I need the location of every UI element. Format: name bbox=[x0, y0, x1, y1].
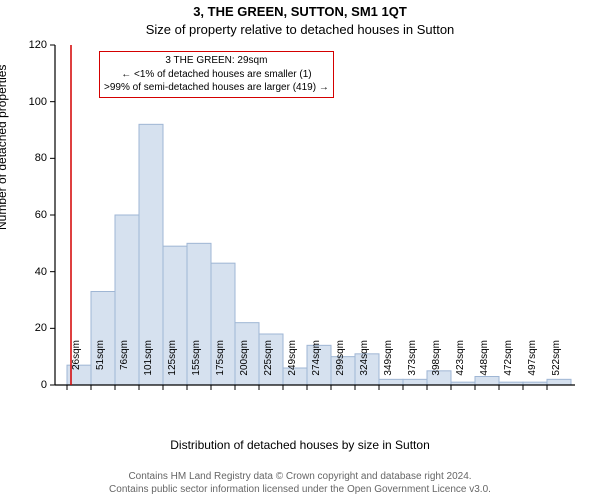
xtick-label: 155sqm bbox=[191, 340, 202, 390]
footer-line-2: Contains public sector information licen… bbox=[0, 484, 600, 495]
subtitle: Size of property relative to detached ho… bbox=[0, 22, 600, 37]
callout-box: 3 THE GREEN: 29sqm← <1% of detached hous… bbox=[99, 51, 334, 98]
callout-line: >99% of semi-detached houses are larger … bbox=[104, 81, 329, 95]
xtick-label: 373sqm bbox=[407, 340, 418, 390]
xtick-label: 497sqm bbox=[527, 340, 538, 390]
callout-line: 3 THE GREEN: 29sqm bbox=[104, 54, 329, 68]
ytick-label: 0 bbox=[41, 379, 47, 391]
xtick-label: 448sqm bbox=[479, 340, 490, 390]
xtick-label: 349sqm bbox=[383, 340, 394, 390]
xtick-label: 398sqm bbox=[431, 340, 442, 390]
xtick-label: 200sqm bbox=[239, 340, 250, 390]
ytick-label: 40 bbox=[35, 266, 47, 278]
ytick-label: 20 bbox=[35, 322, 47, 334]
chart-area: 020406080100120 26sqm51sqm76sqm101sqm125… bbox=[55, 45, 575, 385]
callout-line: ← <1% of detached houses are smaller (1) bbox=[104, 68, 329, 82]
xtick-label: 274sqm bbox=[311, 340, 322, 390]
xtick-label: 175sqm bbox=[215, 340, 226, 390]
ytick-label: 80 bbox=[35, 152, 47, 164]
footer-line-1: Contains HM Land Registry data © Crown c… bbox=[0, 471, 600, 482]
xtick-label: 225sqm bbox=[263, 340, 274, 390]
xtick-label: 125sqm bbox=[167, 340, 178, 390]
xtick-label: 472sqm bbox=[503, 340, 514, 390]
xtick-label: 26sqm bbox=[71, 340, 82, 390]
ytick-label: 100 bbox=[29, 96, 47, 108]
xtick-label: 299sqm bbox=[335, 340, 346, 390]
xtick-label: 249sqm bbox=[287, 340, 298, 390]
y-axis-label: Number of detached properties bbox=[0, 65, 9, 230]
xtick-label: 522sqm bbox=[551, 340, 562, 390]
xtick-label: 423sqm bbox=[455, 340, 466, 390]
xtick-label: 76sqm bbox=[119, 340, 130, 390]
ytick-label: 120 bbox=[29, 39, 47, 51]
x-axis-label: Distribution of detached houses by size … bbox=[0, 438, 600, 452]
xtick-label: 51sqm bbox=[95, 340, 106, 390]
ytick-label: 60 bbox=[35, 209, 47, 221]
xtick-label: 101sqm bbox=[143, 340, 154, 390]
page-title: 3, THE GREEN, SUTTON, SM1 1QT bbox=[0, 4, 600, 19]
xtick-label: 324sqm bbox=[359, 340, 370, 390]
